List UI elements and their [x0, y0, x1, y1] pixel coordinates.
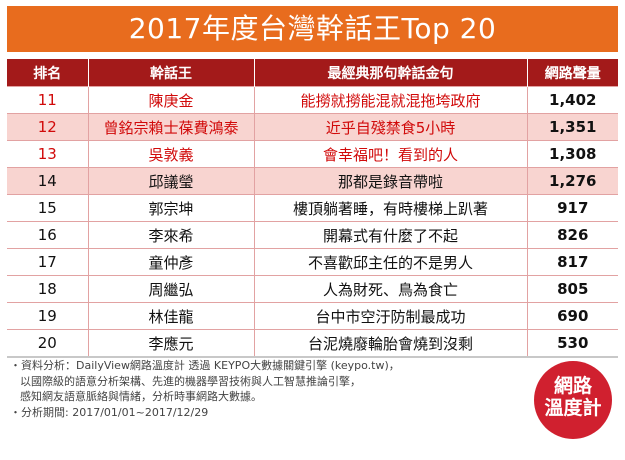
table-row: 11 陳庚金 能撈就撈能混就混拖垮政府 1,402: [7, 86, 618, 114]
table-row: 20 李應元 台泥燒廢輪胎會燒到沒剩 530: [7, 329, 618, 358]
volume-cell: 826: [527, 221, 618, 249]
name-cell: 陳庚金: [88, 86, 255, 114]
table-row: 19 林佳龍 台中市空汙防制最成功 690: [7, 302, 618, 330]
table-row: 13 吳敦義 會幸福吧！看到的人 1,308: [7, 140, 618, 168]
ranking-table: 排名 幹話王 最經典那句幹話金句 網路聲量 11 陳庚金 能撈就撈能混就混拖垮政…: [7, 59, 618, 358]
quote-cell: 開幕式有什麼了不起: [254, 221, 528, 249]
footnote-line: ・分析期間: 2017/01/01~2017/12/29: [10, 405, 209, 419]
logo-line-2: 溫度計: [544, 397, 602, 419]
name-cell: 郭宗坤: [88, 194, 255, 222]
quote-cell: 近乎自殘禁食5小時: [254, 113, 528, 141]
volume-cell: 1,402: [527, 86, 618, 114]
header-volume: 網路聲量: [527, 59, 618, 87]
rank-cell: 16: [7, 221, 89, 249]
footnote-line: 感知網友語意脈絡與情緒，分析時事網路大數據。: [20, 390, 262, 403]
name-cell: 周繼弘: [88, 275, 255, 303]
rank-cell: 12: [7, 113, 89, 141]
rank-cell: 20: [7, 329, 89, 358]
volume-cell: 1,276: [527, 167, 618, 195]
quote-cell: 不喜歡邱主任的不是男人: [254, 248, 528, 276]
table-row: 17 童仲彥 不喜歡邱主任的不是男人 817: [7, 248, 618, 276]
volume-cell: 1,308: [527, 140, 618, 168]
header-rank: 排名: [7, 59, 89, 87]
table-header-row: 排名 幹話王 最經典那句幹話金句 網路聲量: [7, 59, 618, 87]
name-cell: 林佳龍: [88, 302, 255, 330]
volume-cell: 817: [527, 248, 618, 276]
quote-cell: 那都是錄音帶啦: [254, 167, 528, 195]
name-cell: 李應元: [88, 329, 255, 358]
quote-cell: 會幸福吧！看到的人: [254, 140, 528, 168]
quote-cell: 能撈就撈能混就混拖垮政府: [254, 86, 528, 114]
footnote-line: 以國際級的語意分析架構、先進的機器學習技術與人工智慧推論引擎，: [20, 374, 361, 388]
table-row: 18 周繼弘 人為財死、鳥為食亡 805: [7, 275, 618, 303]
volume-cell: 530: [527, 329, 618, 358]
name-cell: 李來希: [88, 221, 255, 249]
quote-cell: 樓頂躺著睡，有時樓梯上趴著: [254, 194, 528, 222]
logo-line-1: 網路: [553, 375, 592, 397]
volume-cell: 1,351: [527, 113, 618, 141]
header-quote: 最經典那句幹話金句: [254, 59, 528, 87]
rank-cell: 13: [7, 140, 89, 168]
table-row: 15 郭宗坤 樓頂躺著睡，有時樓梯上趴著 917: [7, 194, 618, 222]
rank-cell: 15: [7, 194, 89, 222]
table-row: 16 李來希 開幕式有什麼了不起 826: [7, 221, 618, 249]
name-cell: 邱議瑩: [88, 167, 255, 195]
quote-cell: 人為財死、鳥為食亡: [254, 275, 528, 303]
page-title: 2017年度台灣幹話王Top 20: [7, 6, 618, 52]
rank-cell: 14: [7, 167, 89, 195]
quote-cell: 台泥燒廢輪胎會燒到沒剩: [254, 329, 528, 358]
quote-cell: 台中市空汙防制最成功: [254, 302, 528, 330]
table-row: 14 邱議瑩 那都是錄音帶啦 1,276: [7, 167, 618, 195]
rank-cell: 17: [7, 248, 89, 276]
rank-cell: 18: [7, 275, 89, 303]
name-cell: 吳敦義: [88, 140, 255, 168]
footnote-line: ・資料分析：DailyView網路溫度計 透過 KEYPO大數據關鍵引擎 (ke…: [10, 359, 400, 372]
rank-cell: 11: [7, 86, 89, 114]
volume-cell: 917: [527, 194, 618, 222]
footnote: ・資料分析：DailyView網路溫度計 透過 KEYPO大數據關鍵引擎 (ke…: [10, 358, 520, 420]
volume-cell: 690: [527, 302, 618, 330]
name-cell: 童仲彥: [88, 248, 255, 276]
table-row: 12 曾銘宗賴士葆費鴻泰 近乎自殘禁食5小時 1,351: [7, 113, 618, 141]
dailyview-logo: 網路 溫度計: [534, 361, 612, 439]
header-name: 幹話王: [88, 59, 255, 87]
volume-cell: 805: [527, 275, 618, 303]
name-cell: 曾銘宗賴士葆費鴻泰: [88, 113, 255, 141]
rank-cell: 19: [7, 302, 89, 330]
